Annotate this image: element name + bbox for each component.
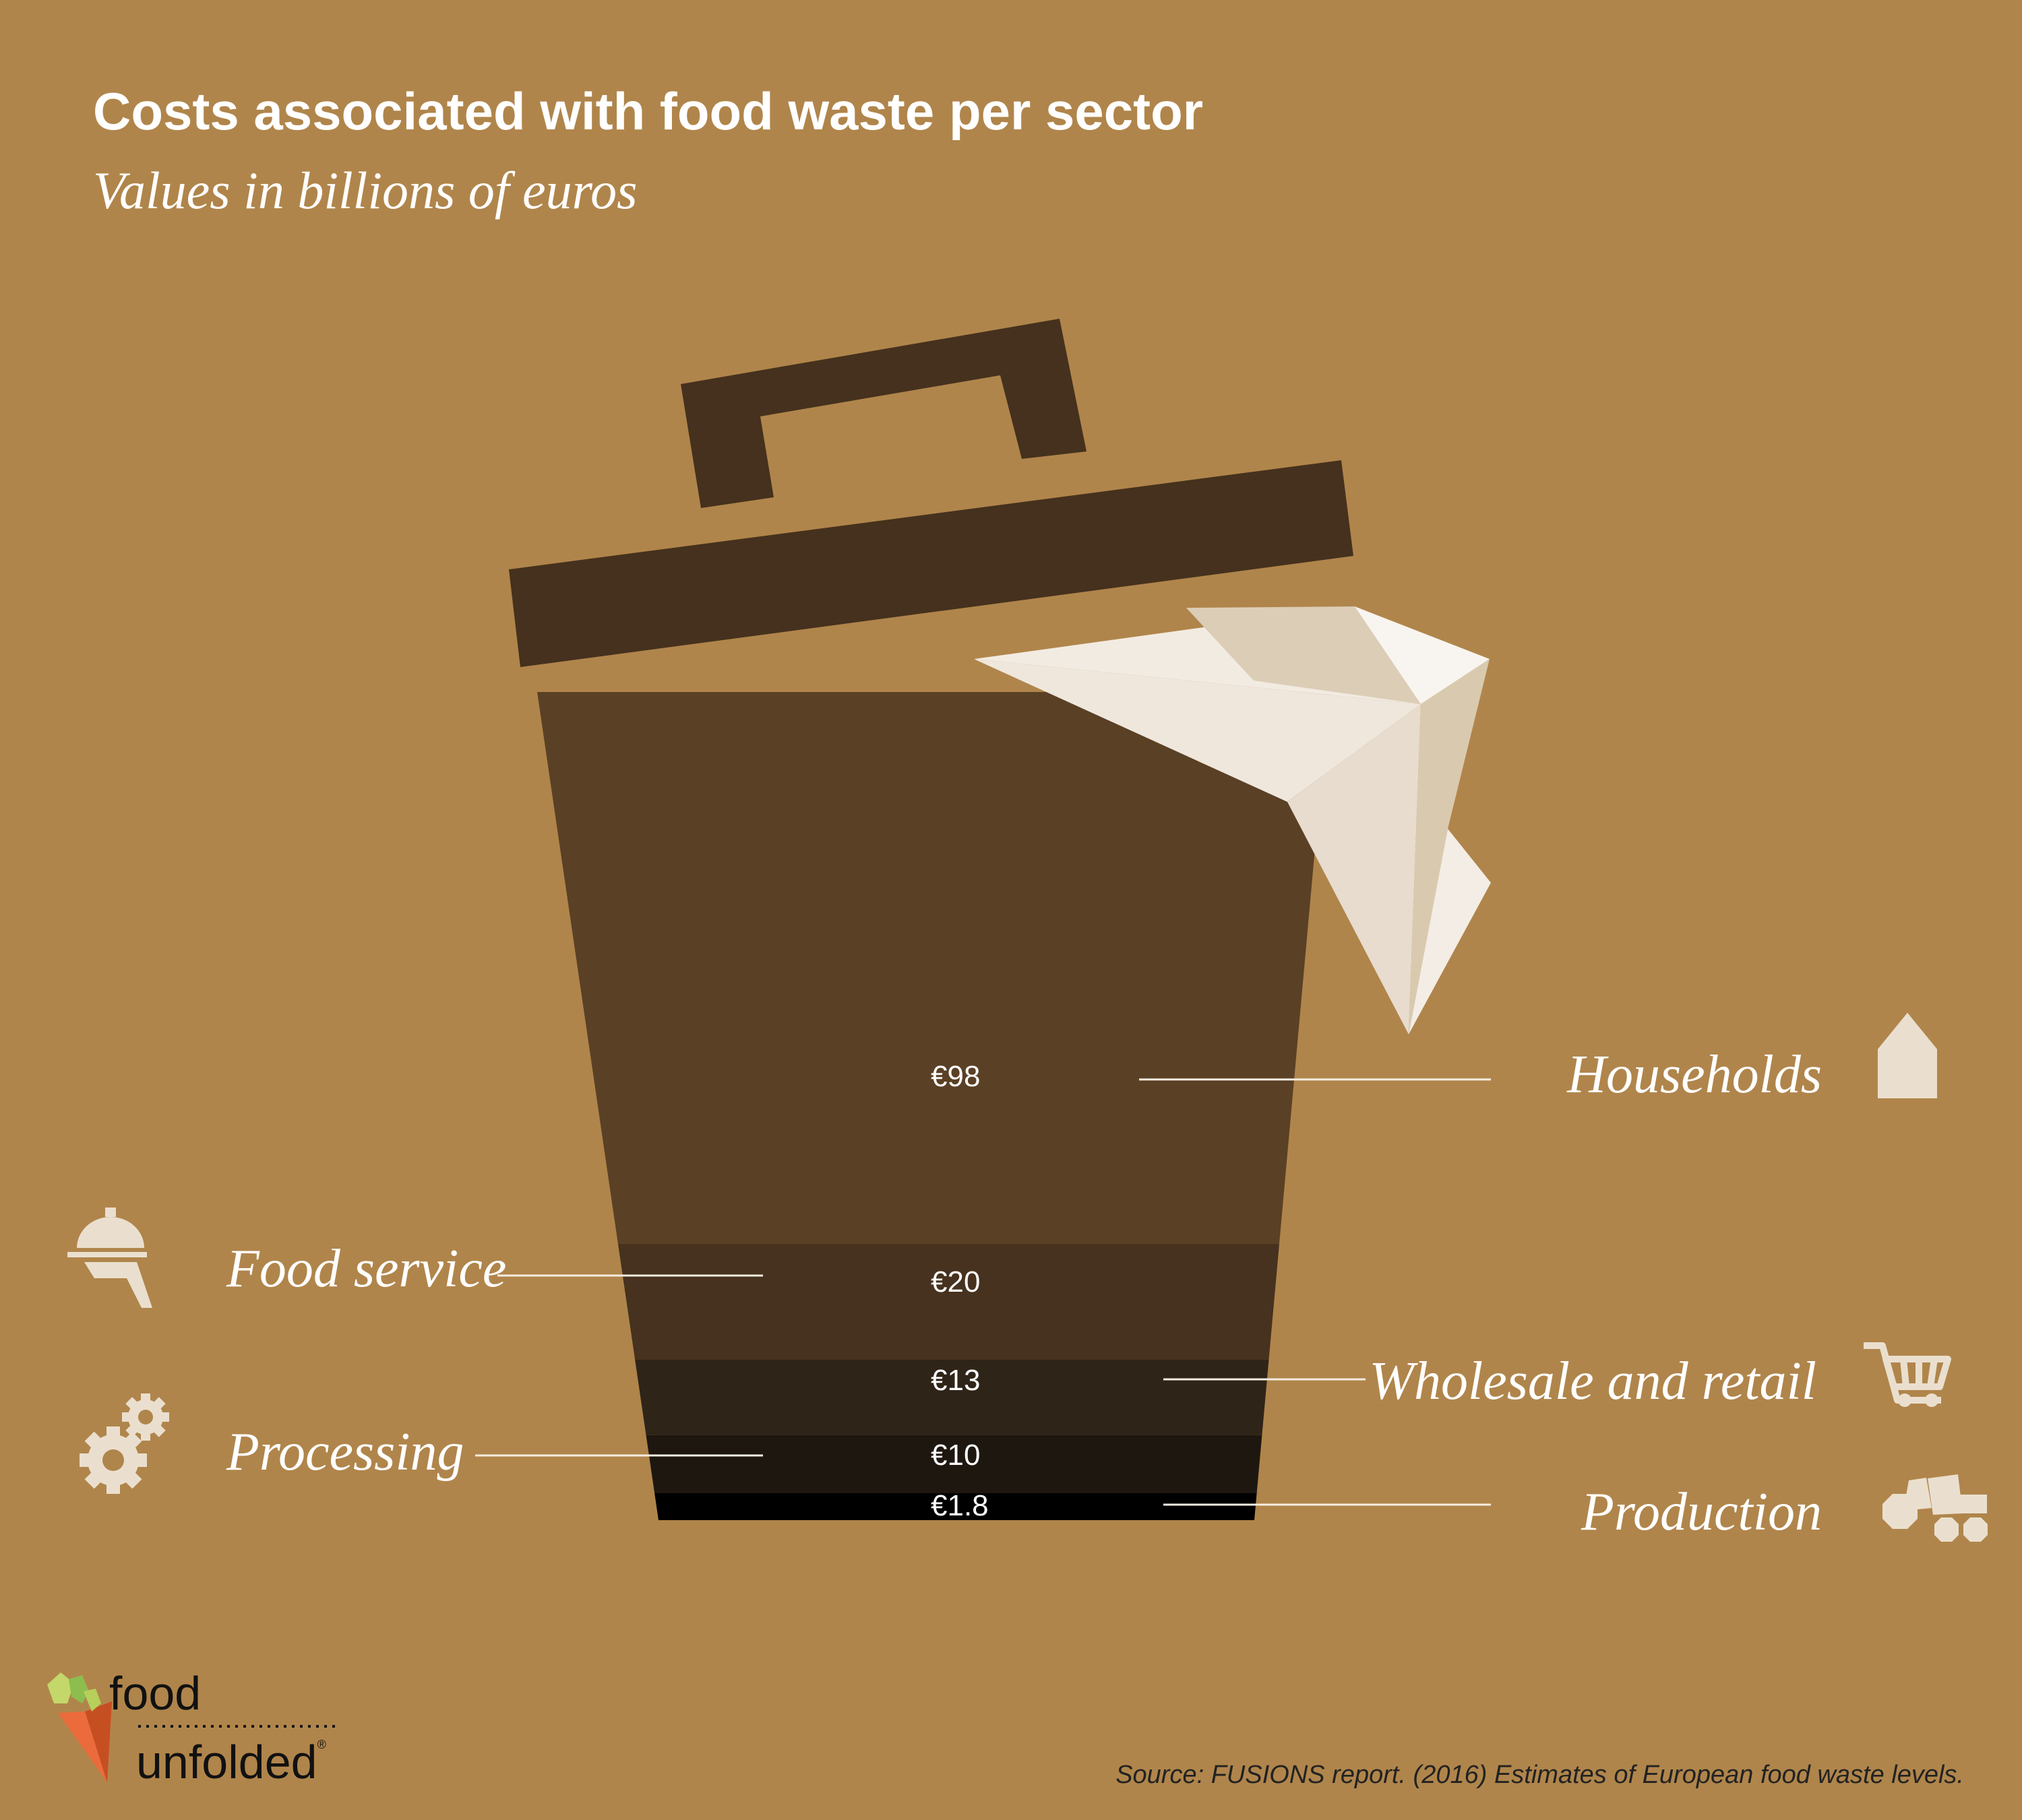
chart-subtitle: Values in billions of euros xyxy=(93,161,638,220)
category-label-production: Production xyxy=(1581,1482,1822,1542)
house-icon xyxy=(1878,1013,1937,1098)
value-label-wholesale: €13 xyxy=(931,1364,981,1397)
bar-layer-food-service xyxy=(617,1243,1280,1360)
category-label-households: Households xyxy=(1567,1045,1822,1104)
value-label-households: €98 xyxy=(931,1060,981,1093)
service-bell-icon xyxy=(67,1207,152,1308)
gears-icon xyxy=(80,1393,169,1494)
category-label-processing: Processing xyxy=(226,1422,464,1482)
lid xyxy=(509,460,1353,667)
brand-line-1: food xyxy=(109,1667,202,1720)
brand-line-2: unfolded® xyxy=(136,1738,326,1786)
category-label-food-service: Food service xyxy=(226,1239,507,1298)
bar-layer-wholesale-and-retail xyxy=(635,1360,1269,1435)
value-label-processing: €10 xyxy=(931,1439,981,1472)
crumpled-paper xyxy=(974,606,1491,1034)
value-label-production: €1.8 xyxy=(931,1489,989,1522)
bar-layer-production xyxy=(654,1493,1257,1520)
chart-title: Costs associated with food waste per sec… xyxy=(93,82,1204,141)
bar-layer-processing xyxy=(646,1435,1262,1493)
bar-layer-households xyxy=(537,692,1329,1244)
lid-handle xyxy=(681,319,1086,508)
shopping-cart-icon xyxy=(1864,1342,1951,1407)
brand-line-2-text: unfolded xyxy=(136,1736,317,1788)
food-unfolded-logo-icon xyxy=(47,1672,112,1782)
category-label-wholesale: Wholesale and retail xyxy=(1369,1352,1816,1411)
source-note: Source: FUSIONS report. (2016) Estimates… xyxy=(1115,1761,1964,1789)
brand-registered-mark: ® xyxy=(317,1738,326,1751)
tractor-icon xyxy=(1882,1474,1988,1542)
value-label-food-service: €20 xyxy=(931,1265,981,1298)
